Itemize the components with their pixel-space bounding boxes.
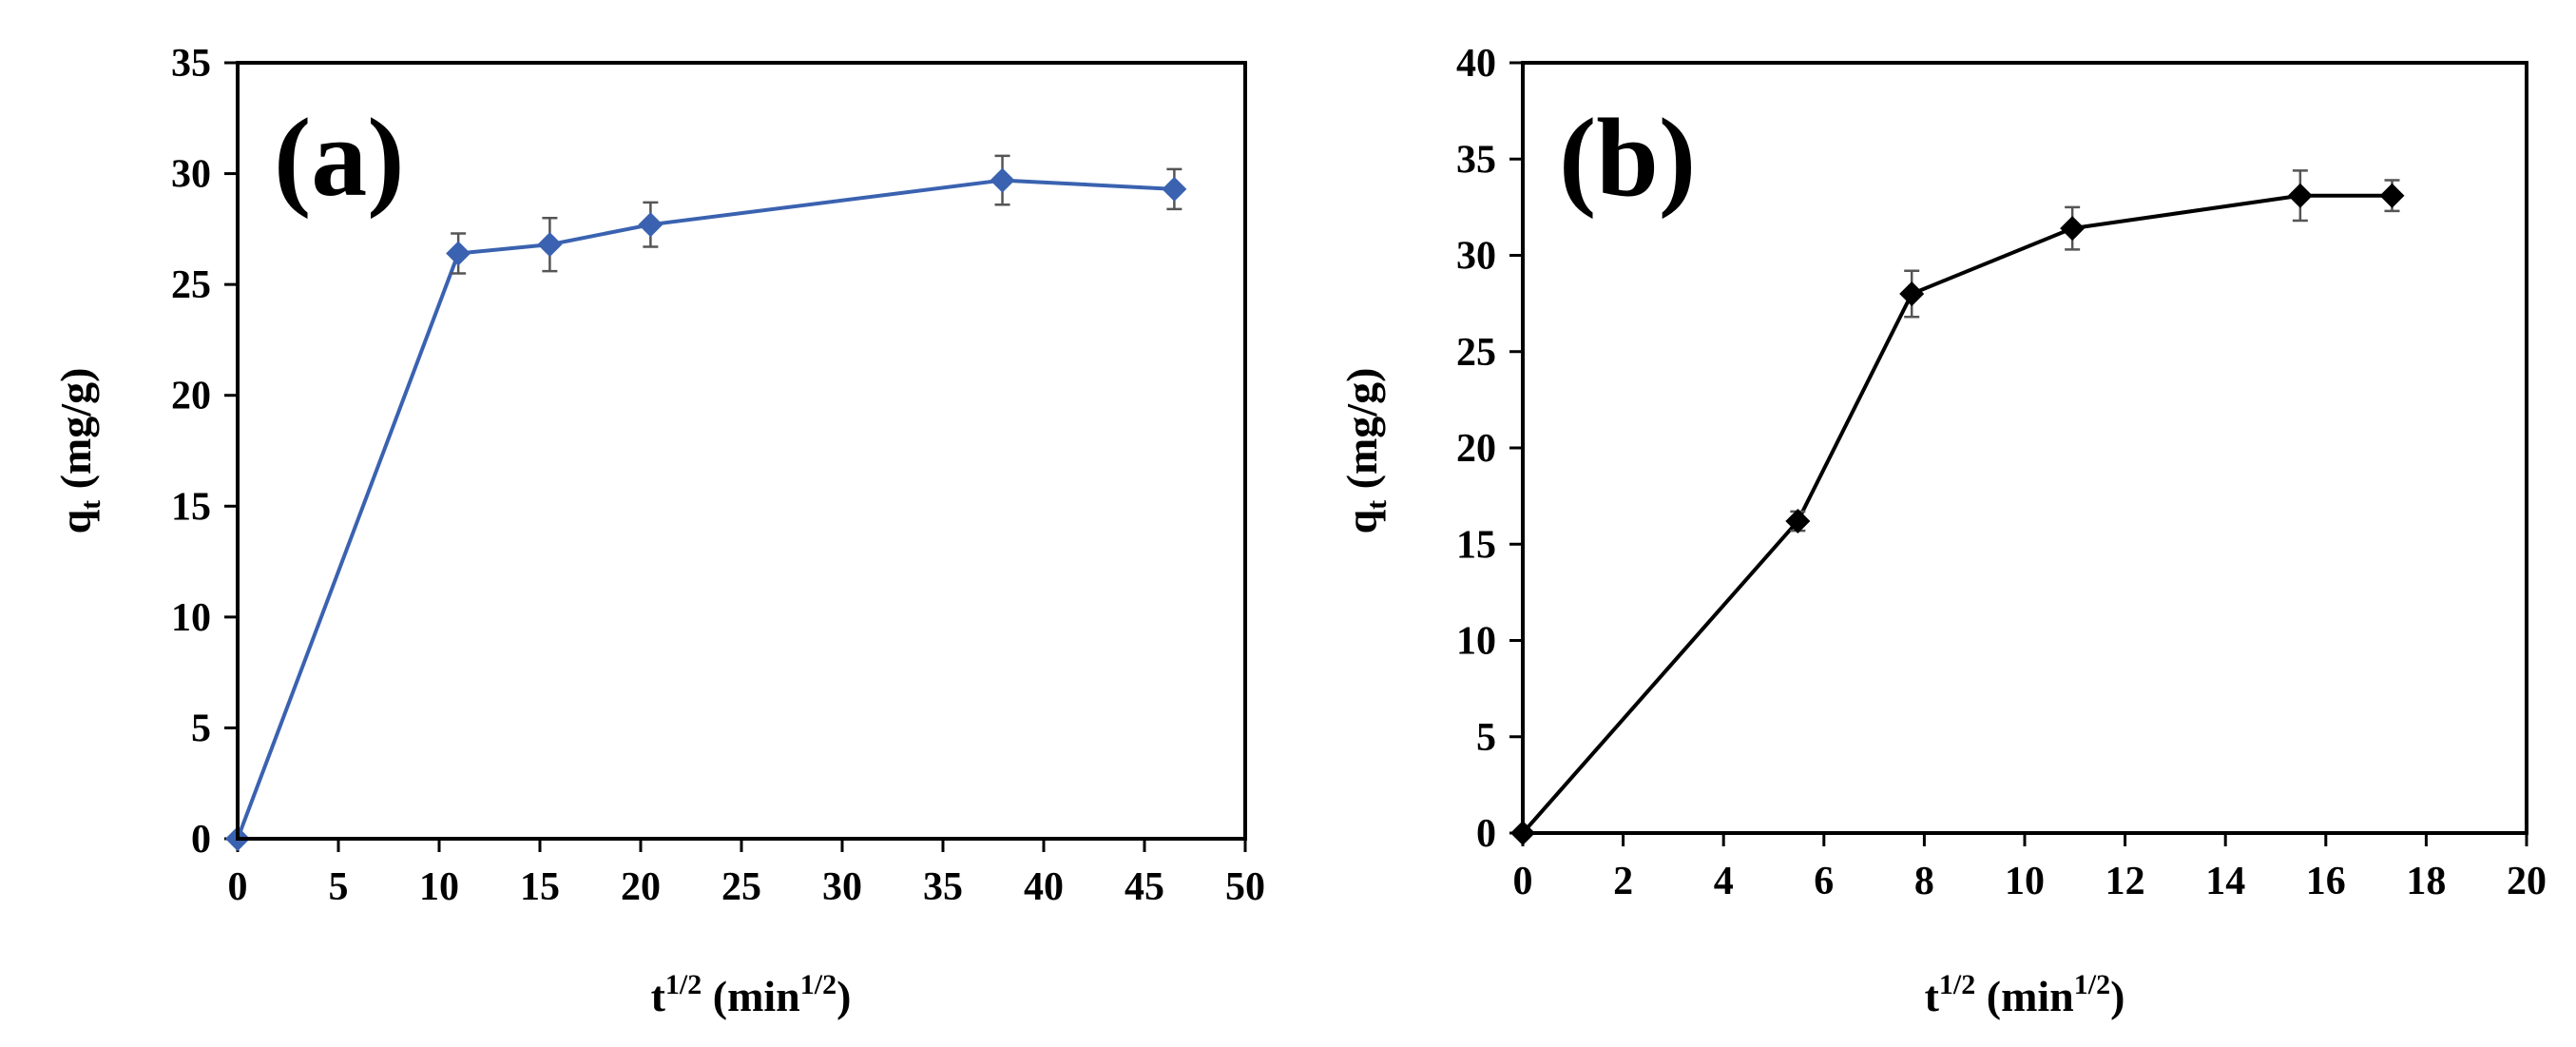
y-tick-label: 25 (171, 263, 211, 307)
x-tick-label: 10 (419, 865, 459, 909)
chart-a-x-tick-labels: 0 5 10 15 20 25 30 35 40 45 50 (228, 865, 1266, 909)
chart-b-data-points (1510, 183, 2405, 845)
x-tick-label: 30 (822, 865, 862, 909)
chart-b-y-axis-title: qt (mg/g) (1337, 368, 1393, 534)
chart-a-y-axis-title: qt (mg/g) (51, 368, 106, 534)
series-line (1521, 193, 2393, 835)
x-tick-label: 35 (923, 865, 963, 909)
chart-a-tick-marks (224, 61, 1247, 852)
x-tick-label: 16 (2306, 860, 2346, 903)
x-tick-label: 45 (1125, 865, 1164, 909)
y-tick-label: 25 (1456, 331, 1496, 375)
chart-a-error-bars (451, 154, 1182, 275)
data-point (2379, 183, 2405, 208)
series-line (236, 178, 1175, 840)
y-tick-label: 40 (1456, 42, 1496, 86)
chart-b-panel-label: (b) (1559, 95, 1696, 220)
y-tick-label: 10 (171, 596, 211, 640)
chart-a-plot-frame (236, 61, 1247, 841)
y-tick-label: 0 (191, 818, 211, 862)
y-tick-label: 10 (1456, 620, 1496, 664)
x-tick-label: 4 (1714, 860, 1734, 903)
x-tick-label: 20 (621, 865, 661, 909)
data-point (638, 212, 663, 238)
x-tick-label: 15 (520, 865, 560, 909)
x-tick-label: 25 (721, 865, 761, 909)
y-tick-label: 5 (191, 707, 211, 750)
y-tick-label: 20 (171, 375, 211, 418)
chart-b-y-tick-labels: 0 5 10 15 20 25 30 35 40 (1456, 42, 1496, 856)
chart-b-x-tick-labels: 0 2 4 6 8 10 12 14 16 18 20 (1513, 860, 2547, 903)
x-tick-label: 14 (2205, 860, 2245, 903)
chart-b-x-axis-title: t1/2 (min1/2) (1925, 969, 2125, 1020)
y-tick-label: 5 (1476, 716, 1496, 760)
y-tick-label: 35 (171, 42, 211, 86)
data-point (990, 167, 1015, 193)
x-tick-label: 12 (2105, 860, 2145, 903)
chart-a-data-points (225, 167, 1187, 851)
data-point (2060, 216, 2086, 242)
data-point (446, 241, 471, 266)
chart-b-plot-frame (1521, 61, 2528, 835)
chart-a-series-line (236, 178, 1175, 840)
y-tick-label: 30 (1456, 235, 1496, 279)
y-tick-label: 0 (1476, 812, 1496, 856)
chart-a-panel-label: (a) (274, 95, 405, 220)
y-tick-label: 30 (171, 153, 211, 197)
x-tick-label: 8 (1914, 860, 1934, 903)
y-tick-label: 15 (1456, 523, 1496, 567)
x-tick-label: 0 (228, 865, 248, 909)
data-point (537, 232, 563, 258)
x-tick-label: 18 (2406, 860, 2446, 903)
y-tick-label: 20 (1456, 427, 1496, 471)
chart-panel-b: 0 5 10 15 20 25 30 35 40 0 2 4 6 8 10 12 14 16 18 20 (b) q… (1337, 42, 2547, 1020)
y-tick-label: 35 (1456, 138, 1496, 182)
y-tick-label: 15 (171, 485, 211, 529)
x-tick-label: 5 (329, 865, 349, 909)
x-tick-label: 10 (2005, 860, 2045, 903)
x-tick-label: 40 (1024, 865, 1064, 909)
data-point (1785, 508, 1811, 533)
data-point (2287, 183, 2313, 208)
chart-a-x-axis-title: t1/2 (min1/2) (651, 969, 852, 1020)
chart-a-y-tick-labels: 0 5 10 15 20 25 30 35 (171, 42, 211, 862)
x-tick-label: 6 (1814, 860, 1834, 903)
x-tick-label: 2 (1613, 860, 1633, 903)
data-point (1162, 176, 1187, 202)
x-tick-label: 50 (1225, 865, 1265, 909)
x-tick-label: 20 (2507, 860, 2547, 903)
data-point (1899, 281, 1925, 306)
chart-b-series-line (1521, 193, 2393, 835)
x-tick-label: 0 (1513, 860, 1533, 903)
